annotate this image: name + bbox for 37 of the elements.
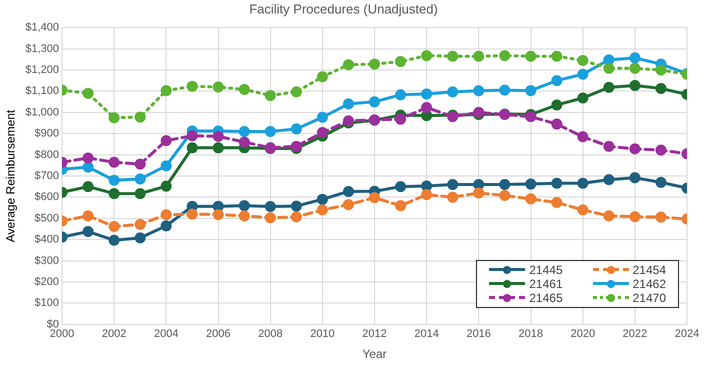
x-tick-label: 2006 [206, 328, 231, 340]
y-tick-label: $800 [34, 148, 60, 161]
x-tick-label: 2024 [674, 328, 700, 340]
legend-label: 21470 [632, 291, 666, 305]
y-tick-label: $0 [46, 318, 60, 330]
x-tick-label: 2004 [154, 328, 178, 340]
legend-label: 21454 [632, 263, 666, 277]
y-tick-label: $200 [34, 276, 60, 288]
y-tick-label: $1,100 [25, 85, 60, 98]
legend-label: 21461 [529, 277, 563, 291]
legend-label: 21465 [529, 291, 563, 305]
y-tick-label: $600 [34, 191, 60, 204]
x-tick-label: 2016 [466, 328, 491, 340]
y-tick-label: $1,200 [25, 64, 60, 76]
x-tick-label: 2012 [362, 328, 387, 340]
x-tick-label: 2008 [258, 328, 283, 340]
y-tick-label: $500 [34, 212, 60, 224]
x-axis-title: Year [362, 347, 387, 362]
x-tick-label: 2002 [102, 328, 126, 340]
y-tick-label: $1,300 [25, 42, 60, 55]
y-tick-label: $400 [34, 234, 60, 246]
y-tick-label: $1,400 [25, 22, 60, 34]
y-axis-title: Average Reimbursement [4, 109, 18, 242]
x-tick-label: 2010 [310, 328, 335, 340]
x-tick-label: 2014 [414, 328, 439, 340]
legend-label: 21445 [529, 263, 563, 277]
y-tick-label: $900 [34, 128, 60, 140]
y-tick-label: $300 [34, 254, 60, 267]
x-tick-label: 2018 [518, 328, 544, 340]
y-tick-label: $700 [34, 170, 60, 182]
x-tick-label: 2022 [622, 328, 648, 340]
y-tick-label: $100 [34, 297, 60, 310]
chart-title: Facility Procedures (Unadjusted) [249, 1, 438, 16]
x-tick-label: 2020 [570, 328, 596, 340]
y-tick-label: $1,000 [25, 106, 60, 118]
x-tick-label: 2000 [50, 328, 74, 340]
legend-label: 21462 [632, 277, 666, 291]
